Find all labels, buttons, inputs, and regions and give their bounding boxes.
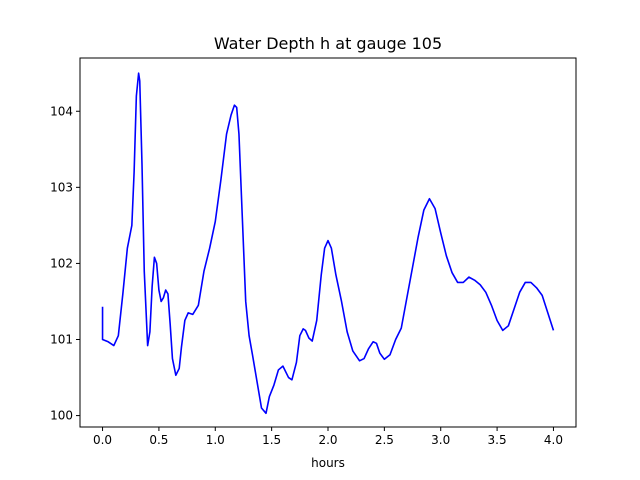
x-tick-label: 1.0 [206,433,225,447]
x-tick-label: 1.5 [262,433,281,447]
x-tick-label: 3.5 [488,433,507,447]
x-tick-label: 2.0 [318,433,337,447]
x-tick-label: 3.0 [431,433,450,447]
y-tick-label: 103 [50,180,73,194]
plot-area [101,72,555,415]
y-axis: 100 101 102 103 104 [50,104,80,423]
y-tick-label: 102 [50,256,73,270]
x-tick-label: 0.0 [93,433,112,447]
x-axis-label: hours [311,456,345,470]
x-tick-label: 4.0 [544,433,563,447]
x-tick-label: 2.5 [375,433,394,447]
chart-title: Water Depth h at gauge 105 [214,34,442,53]
y-tick-label: 104 [50,104,73,118]
series-line-0 [101,72,555,415]
y-tick-label: 101 [50,333,73,347]
x-tick-label: 0.5 [149,433,168,447]
x-axis: 0.0 0.5 1.0 1.5 2.0 2.5 3.0 3.5 4.0 [93,427,563,447]
y-tick-label: 100 [50,409,73,423]
